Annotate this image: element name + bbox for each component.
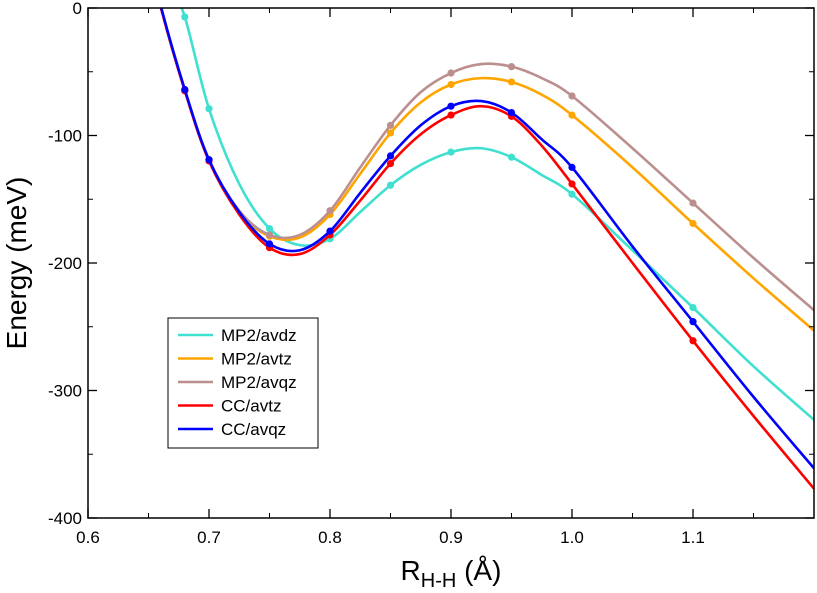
series-mp2-avdz [180, 8, 814, 421]
x-axis-label-unit [456, 555, 464, 586]
x-tick-label: 1.0 [560, 528, 584, 547]
x-axis-label-sub: H-H [421, 570, 457, 592]
data-point-mp2-avdz [447, 148, 455, 156]
data-point-mp2-avdz [568, 190, 576, 198]
data-point-mp2-avdz [507, 153, 516, 161]
data-point-mp2-avtz [568, 111, 576, 119]
x-axis-label: RH-H (Å) [401, 555, 502, 592]
legend-item-mp2-avtz: MP2/avtz [178, 350, 292, 369]
legend-item-mp2-avqz: MP2/avqz [178, 373, 297, 392]
ticks-layer: 0.6 0.7 0.8 0.9 1.0 1.1 0 -100 -200 -300 -400 [48, 0, 814, 547]
data-point-mp2-avdz [181, 13, 189, 21]
data-point-mp2-avtz [447, 80, 455, 89]
data-point-mp2-avqz [386, 121, 395, 129]
data-point-cc-avqz [386, 152, 395, 160]
y-tick-label: -100 [48, 127, 82, 146]
y-tick-label: -400 [48, 509, 82, 528]
data-point-mp2-avqz [507, 63, 516, 71]
x-tick-label: 0.7 [197, 528, 221, 547]
x-tick-label: 0.6 [76, 528, 100, 547]
legend-label: MP2/avqz [221, 373, 297, 392]
x-tick-label: 1.1 [681, 528, 705, 547]
data-point-cc-avtz [568, 180, 576, 188]
y-tick-label: -200 [48, 254, 82, 273]
data-point-mp2-avdz [205, 105, 213, 113]
data-point-mp2-avdz [386, 181, 395, 189]
data-point-cc-avqz [326, 227, 334, 235]
data-point-mp2-avqz [326, 207, 334, 215]
legend-item-cc-avtz: CC/avtz [178, 397, 281, 416]
data-point-cc-avqz [181, 86, 189, 94]
x-axis-label-unit-text: (Å) [464, 555, 501, 586]
data-point-mp2-avtz [507, 78, 516, 86]
data-point-cc-avqz [568, 163, 576, 171]
data-point-mp2-avdz [265, 224, 274, 233]
y-axis-label: Energy (meV) [1, 177, 32, 350]
data-point-cc-avqz [265, 240, 274, 248]
legend-item-cc-avqz: CC/avqz [178, 420, 286, 439]
data-point-cc-avtz [386, 159, 395, 168]
legend-label: CC/avtz [221, 397, 281, 416]
y-tick-label: -300 [48, 382, 82, 401]
data-point-mp2-avqz [265, 231, 274, 239]
series-cc-avqz [159, 8, 814, 470]
data-point-mp2-avqz [568, 92, 576, 100]
legend-item-mp2-avdz: MP2/avdz [178, 326, 297, 345]
legend-label: MP2/avtz [221, 350, 292, 369]
series-layer [159, 8, 814, 490]
legend-label: CC/avqz [221, 420, 286, 439]
y-tick-label: 0 [73, 0, 82, 18]
data-point-mp2-avtz [386, 129, 395, 137]
data-point-mp2-avqz [689, 199, 697, 207]
x-tick-label: 0.8 [318, 528, 342, 547]
data-point-cc-avqz [689, 318, 697, 326]
data-point-cc-avqz [205, 156, 213, 164]
data-point-mp2-avqz [447, 69, 455, 77]
data-point-mp2-avtz [689, 219, 697, 228]
series-line-mp2-avdz [180, 8, 814, 421]
x-axis-label-main: R [401, 555, 421, 586]
x-tick-label: 0.9 [439, 528, 463, 547]
legend: MP2/avdz MP2/avtz MP2/avqz CC/avtz CC/avqz [167, 317, 319, 449]
data-point-cc-avqz [447, 102, 455, 110]
data-point-cc-avtz [447, 111, 455, 119]
data-point-cc-avtz [689, 337, 697, 345]
legend-label: MP2/avdz [221, 326, 297, 345]
data-point-cc-avqz [507, 108, 516, 117]
data-point-mp2-avdz [689, 304, 697, 312]
